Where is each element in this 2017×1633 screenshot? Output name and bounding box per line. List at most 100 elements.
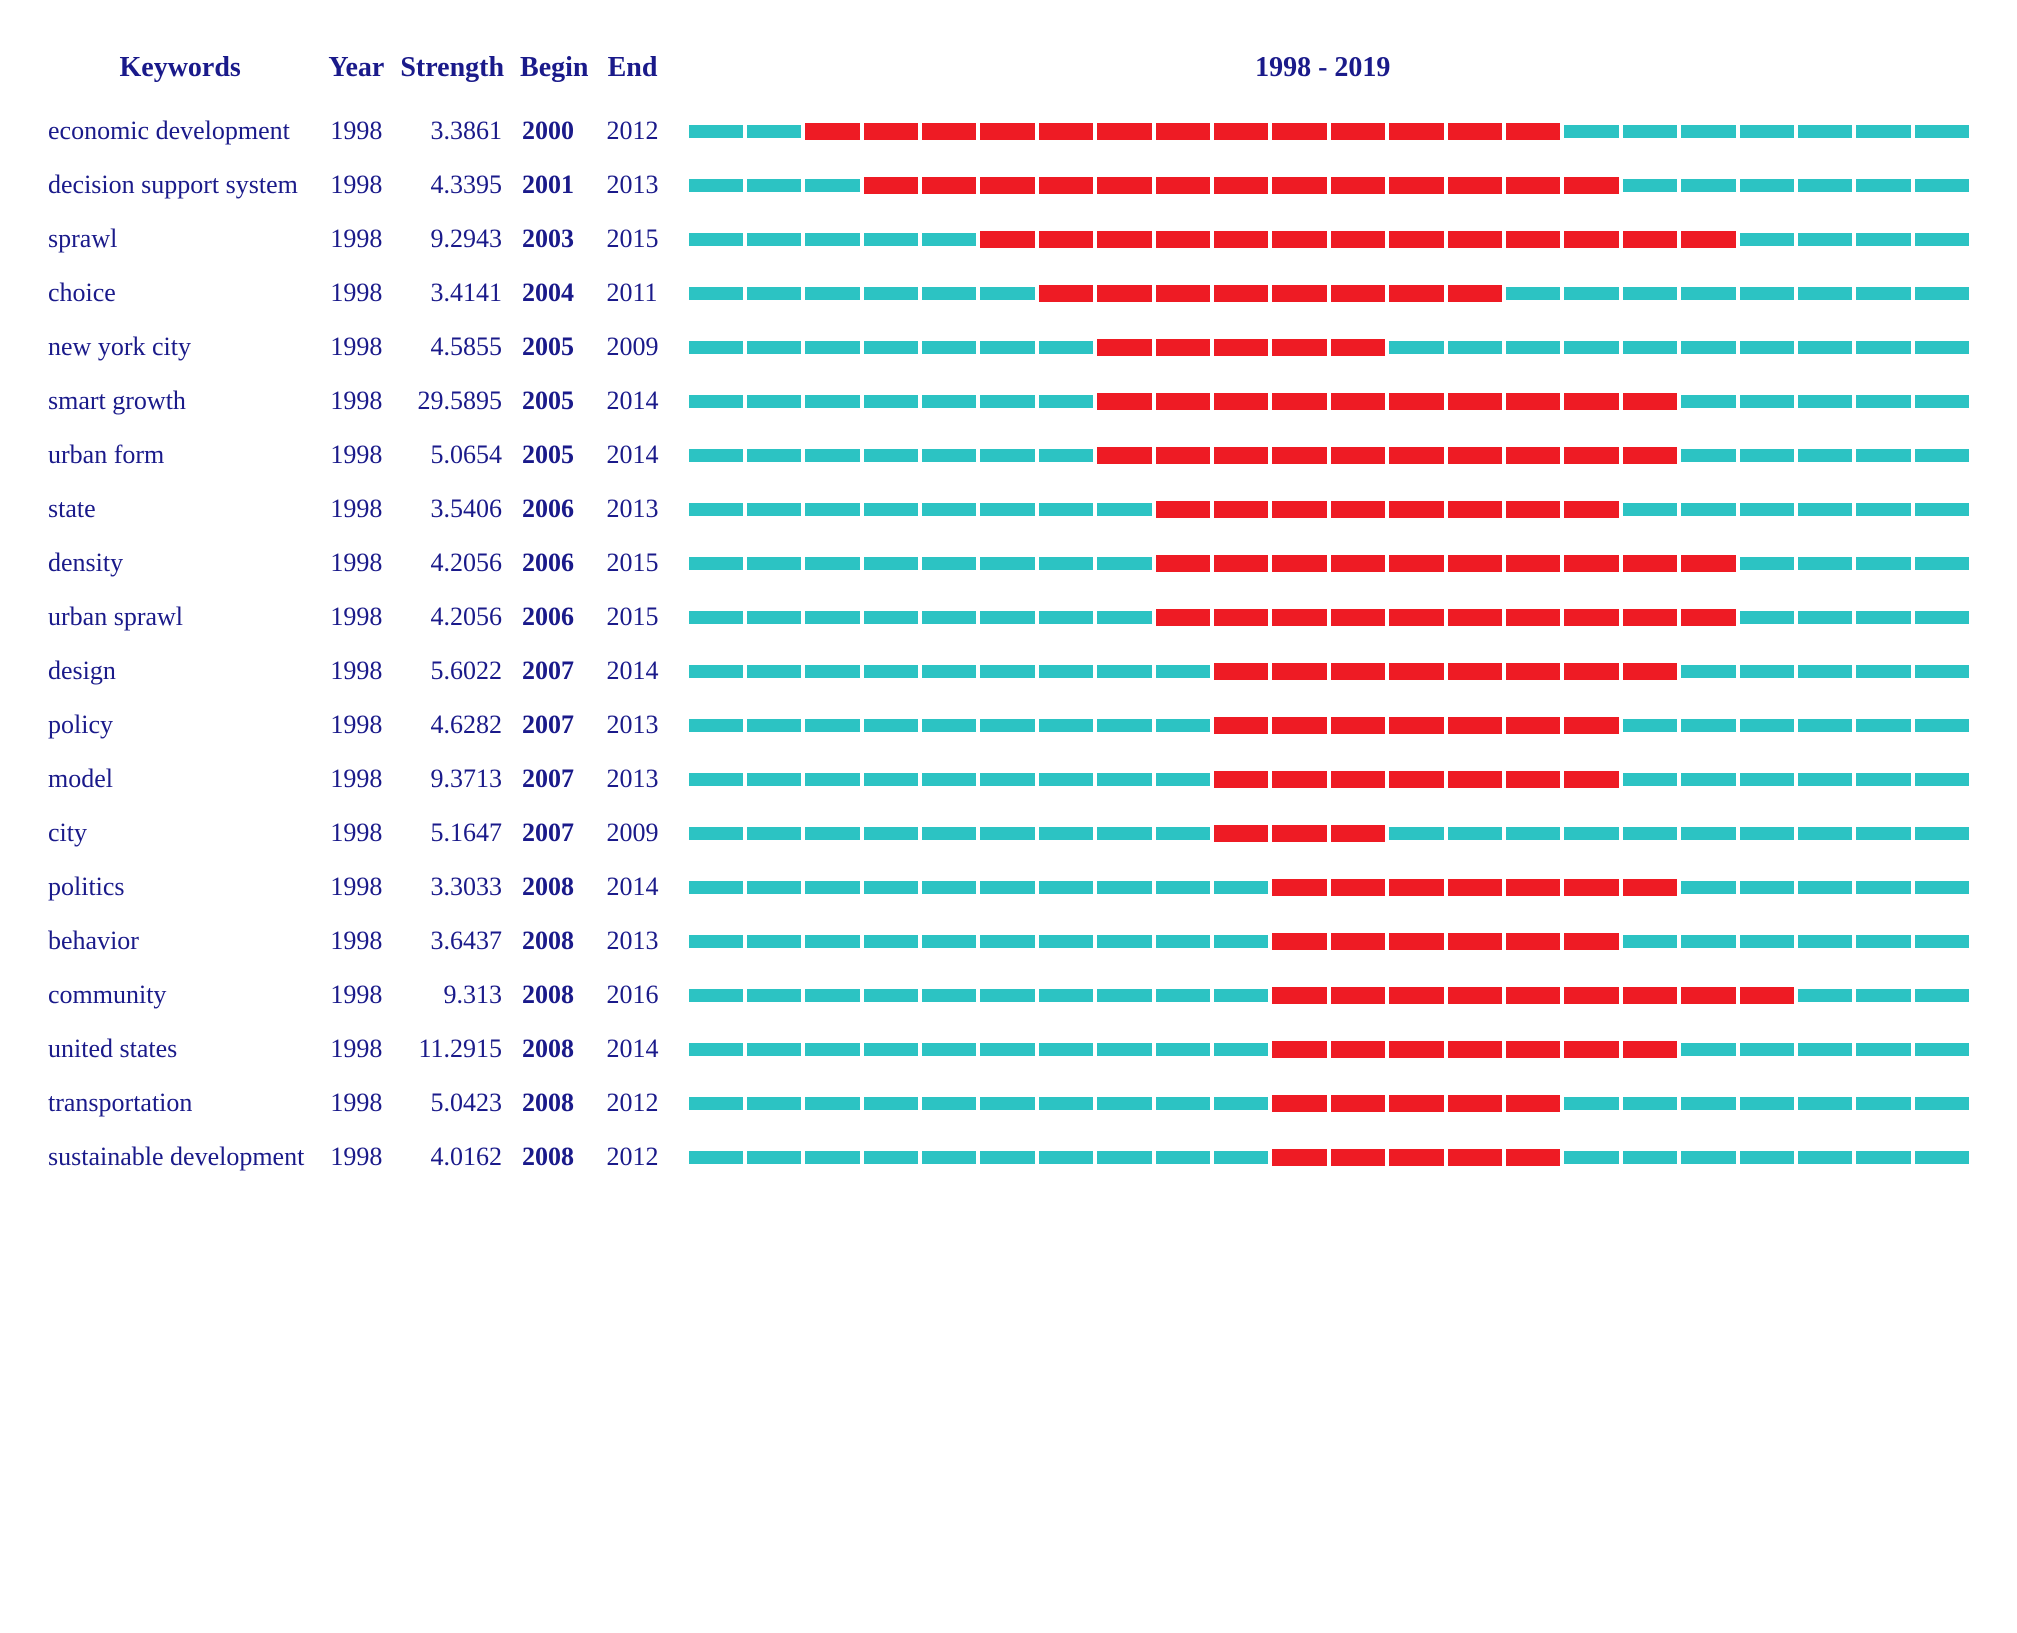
timeline-bar <box>689 122 1969 140</box>
timeline-segment-active <box>1506 1149 1560 1166</box>
timeline-segment-inactive <box>1448 341 1502 354</box>
timeline-segment-inactive <box>922 1043 976 1056</box>
timeline-segment-active <box>1623 447 1677 464</box>
timeline-segment-inactive <box>1039 1097 1093 1110</box>
timeline-segment-inactive <box>1740 503 1794 516</box>
header-keywords: Keywords <box>40 40 320 104</box>
table-row: united states199811.291520082014 <box>40 1022 1977 1076</box>
timeline-segment-inactive <box>1798 1043 1852 1056</box>
timeline-segment-active <box>1331 663 1385 680</box>
timeline-segment-inactive <box>1798 719 1852 732</box>
timeline-segment-inactive <box>1097 827 1151 840</box>
timeline-segment-inactive <box>689 827 743 840</box>
timeline-segment-inactive <box>805 611 859 624</box>
timeline-segment-inactive <box>1856 1097 1910 1110</box>
timeline-segment-active <box>1448 555 1502 572</box>
timeline-segment-inactive <box>747 503 801 516</box>
timeline-segment-active <box>1506 933 1560 950</box>
timeline-segment-inactive <box>1915 179 1969 192</box>
timeline-segment-inactive <box>747 557 801 570</box>
timeline-segment-active <box>1331 609 1385 626</box>
timeline-segment-inactive <box>1214 1151 1268 1164</box>
strength-cell: 5.0654 <box>392 428 512 482</box>
begin-cell: 2008 <box>512 1130 596 1184</box>
timeline-segment-inactive <box>1856 827 1910 840</box>
timeline-segment-inactive <box>1623 125 1677 138</box>
timeline-segment-inactive <box>805 665 859 678</box>
timeline-segment-inactive <box>1740 395 1794 408</box>
timeline-segment-active <box>1097 447 1151 464</box>
timeline-segment-active <box>1272 123 1326 140</box>
timeline-segment-active <box>1272 555 1326 572</box>
timeline-segment-inactive <box>1156 1043 1210 1056</box>
timeline-segment-active <box>1272 339 1326 356</box>
timeline-segment-active <box>1156 285 1210 302</box>
keyword-cell: urban form <box>40 428 320 482</box>
timeline-segment-inactive <box>864 557 918 570</box>
timeline-segment-active <box>1564 393 1618 410</box>
begin-cell: 2000 <box>512 104 596 158</box>
timeline-segment-inactive <box>1039 989 1093 1002</box>
year-cell: 1998 <box>320 806 392 860</box>
timeline-segment-inactive <box>1039 503 1093 516</box>
timeline-segment-active <box>1331 177 1385 194</box>
strength-cell: 3.3861 <box>392 104 512 158</box>
timeline-segment-active <box>980 123 1034 140</box>
timeline-segment-active <box>1331 987 1385 1004</box>
timeline-segment-inactive <box>1156 1151 1210 1164</box>
timeline-segment-inactive <box>747 179 801 192</box>
timeline-segment-inactive <box>1681 395 1735 408</box>
timeline-segment-inactive <box>1564 827 1618 840</box>
timeline-segment-active <box>1214 231 1268 248</box>
strength-cell: 9.2943 <box>392 212 512 266</box>
timeline-segment-active <box>1506 555 1560 572</box>
timeline-segment-inactive <box>1623 341 1677 354</box>
timeline-segment-inactive <box>805 287 859 300</box>
table-row: decision support system19984.33952001201… <box>40 158 1977 212</box>
timeline-segment-active <box>1039 285 1093 302</box>
timeline-segment-inactive <box>864 1097 918 1110</box>
timeline-segment-inactive <box>1214 881 1268 894</box>
timeline-segment-active <box>1564 987 1618 1004</box>
timeline-segment-inactive <box>689 881 743 894</box>
timeline-segment-inactive <box>1097 881 1151 894</box>
timeline-segment-inactive <box>689 125 743 138</box>
timeline-segment-inactive <box>1564 125 1618 138</box>
timeline-segment-inactive <box>1156 1097 1210 1110</box>
timeline-segment-active <box>1448 933 1502 950</box>
timeline-segment-active <box>1156 609 1210 626</box>
timeline-segment-inactive <box>1097 503 1151 516</box>
timeline-segment-inactive <box>980 773 1034 786</box>
timeline-bar <box>689 716 1969 734</box>
year-cell: 1998 <box>320 104 392 158</box>
end-cell: 2013 <box>597 482 669 536</box>
timeline-segment-inactive <box>1856 611 1910 624</box>
timeline-segment-inactive <box>1506 827 1560 840</box>
timeline-segment-active <box>1272 285 1326 302</box>
timeline-segment-inactive <box>805 719 859 732</box>
timeline-segment-active <box>864 177 918 194</box>
strength-cell: 3.3033 <box>392 860 512 914</box>
timeline-segment-inactive <box>980 503 1034 516</box>
timeline-cell <box>669 320 1977 374</box>
timeline-segment-active <box>1564 933 1618 950</box>
table-row: behavior19983.643720082013 <box>40 914 1977 968</box>
year-cell: 1998 <box>320 482 392 536</box>
timeline-segment-inactive <box>980 989 1034 1002</box>
timeline-segment-inactive <box>1623 179 1677 192</box>
timeline-segment-active <box>1156 231 1210 248</box>
timeline-segment-active <box>1272 231 1326 248</box>
timeline-segment-inactive <box>1798 665 1852 678</box>
timeline-segment-inactive <box>689 611 743 624</box>
timeline-segment-active <box>1156 501 1210 518</box>
begin-cell: 2001 <box>512 158 596 212</box>
timeline-segment-inactive <box>1915 449 1969 462</box>
begin-cell: 2007 <box>512 644 596 698</box>
header-strength: Strength <box>392 40 512 104</box>
table-row: density19984.205620062015 <box>40 536 1977 590</box>
timeline-segment-inactive <box>980 1043 1034 1056</box>
end-cell: 2011 <box>597 266 669 320</box>
timeline-segment-active <box>1506 501 1560 518</box>
begin-cell: 2007 <box>512 752 596 806</box>
header-range: 1998 - 2019 <box>669 40 1977 104</box>
